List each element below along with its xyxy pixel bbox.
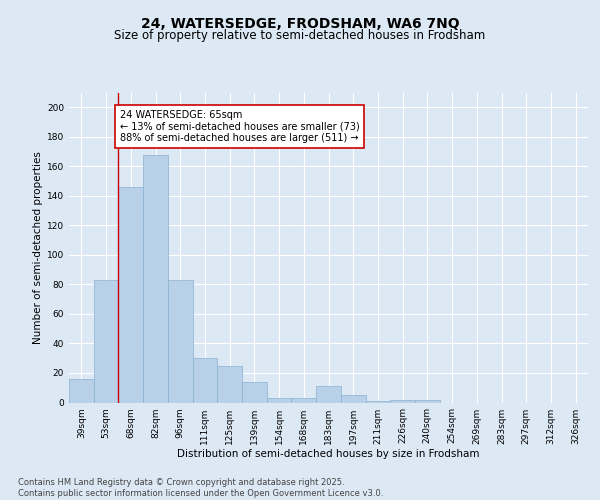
Bar	[341, 395, 365, 402]
Bar	[69, 379, 94, 402]
Bar	[193, 358, 217, 403]
Bar	[365, 401, 390, 402]
Bar	[118, 187, 143, 402]
Bar	[94, 280, 118, 402]
Text: Contains HM Land Registry data © Crown copyright and database right 2025.
Contai: Contains HM Land Registry data © Crown c…	[18, 478, 383, 498]
Bar	[292, 398, 316, 402]
Text: Size of property relative to semi-detached houses in Frodsham: Size of property relative to semi-detach…	[115, 29, 485, 42]
Bar	[415, 400, 440, 402]
Text: 24 WATERSEDGE: 65sqm
← 13% of semi-detached houses are smaller (73)
88% of semi-: 24 WATERSEDGE: 65sqm ← 13% of semi-detac…	[119, 110, 359, 144]
Bar	[143, 154, 168, 402]
Bar	[217, 366, 242, 403]
Text: 24, WATERSEDGE, FRODSHAM, WA6 7NQ: 24, WATERSEDGE, FRODSHAM, WA6 7NQ	[140, 18, 460, 32]
Bar	[267, 398, 292, 402]
Y-axis label: Number of semi-detached properties: Number of semi-detached properties	[33, 151, 43, 344]
Bar	[168, 280, 193, 402]
Bar	[316, 386, 341, 402]
X-axis label: Distribution of semi-detached houses by size in Frodsham: Distribution of semi-detached houses by …	[177, 450, 480, 460]
Bar	[390, 400, 415, 402]
Bar	[242, 382, 267, 402]
